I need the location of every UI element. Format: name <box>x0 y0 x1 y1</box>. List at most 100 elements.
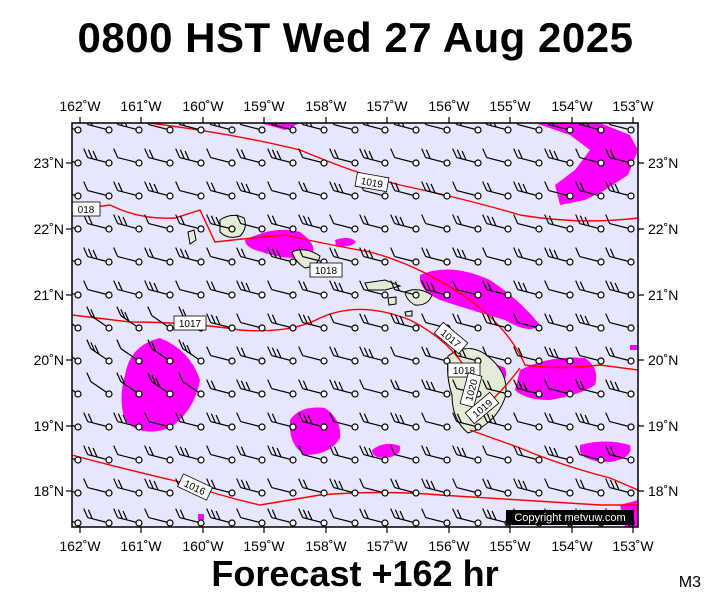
wind-barb-stroke <box>240 380 246 390</box>
wind-barb-stroke <box>421 247 427 257</box>
wind-station-marker <box>412 489 420 497</box>
wind-station-marker <box>351 423 359 431</box>
wind-station-marker <box>258 225 266 233</box>
wind-barb-stroke <box>609 354 632 362</box>
wind-barb-stroke <box>53 248 57 257</box>
wind-barb-stroke <box>329 412 335 422</box>
wind-barb-stroke <box>236 247 242 257</box>
wind-barb-stroke <box>605 247 611 257</box>
wind-station-marker <box>166 489 174 497</box>
wind-barb-stroke <box>151 381 171 395</box>
wind-barb-stroke <box>482 214 488 224</box>
wind-barb-stroke <box>609 123 632 131</box>
wind-station-marker <box>135 324 143 332</box>
wind-barb-stroke <box>579 486 602 494</box>
wind-barb-stroke <box>302 189 325 197</box>
wind-barb-stroke <box>240 479 246 489</box>
wind-station-marker <box>166 324 174 332</box>
wind-station-marker <box>504 423 512 431</box>
wind-barb-stroke <box>575 247 581 257</box>
isobar-label: 1017 <box>179 319 202 330</box>
wind-barb-stroke <box>575 313 581 323</box>
wind-barb-stroke <box>491 315 497 326</box>
wind-station-marker <box>597 291 605 299</box>
wind-station-marker <box>135 456 143 464</box>
wind-station-marker <box>289 324 297 332</box>
axis-ticks <box>66 117 644 533</box>
wind-barb-stroke <box>394 453 417 461</box>
wind-station-marker <box>535 192 543 200</box>
wind-barb-stroke <box>182 381 202 395</box>
wind-barb-stroke <box>513 313 519 323</box>
wind-station-marker <box>597 357 605 365</box>
wind-barb-stroke <box>363 321 386 329</box>
wind-barb-stroke <box>614 183 620 194</box>
wind-station-marker <box>166 192 174 200</box>
wind-barb-stroke <box>302 321 325 329</box>
wind-barb-stroke <box>486 509 492 519</box>
wind-station-marker <box>135 357 143 365</box>
wind-barb-stroke <box>215 216 221 227</box>
wind-barb-stroke <box>609 156 632 164</box>
wind-station-marker <box>258 291 266 299</box>
wind-barb-stroke <box>609 255 632 263</box>
wind-station-marker <box>320 324 328 332</box>
wind-barb-stroke <box>56 340 60 349</box>
wind-barb-stroke <box>72 389 79 395</box>
wind-station-marker <box>566 225 574 233</box>
wind-barb-stroke <box>151 348 171 362</box>
wind-barb-stroke <box>551 123 554 126</box>
wind-station-marker <box>474 192 482 200</box>
wind-barb-stroke <box>210 413 216 423</box>
wind-barb-stroke <box>302 288 325 296</box>
wind-barb-stroke <box>333 420 356 428</box>
wind-station-marker <box>74 357 82 365</box>
wind-barb-stroke <box>86 372 92 382</box>
wind-barb-stroke <box>548 446 554 456</box>
wind-barb-stroke <box>486 288 509 296</box>
wind-barb-stroke <box>92 249 98 260</box>
wind-barb-stroke <box>421 445 427 455</box>
wind-barb-stroke <box>517 149 523 159</box>
wind-station-marker <box>258 357 266 365</box>
island-lanai <box>387 296 397 306</box>
wind-station-marker <box>474 489 482 497</box>
wind-barb-stroke <box>206 214 212 224</box>
wind-barb-stroke <box>217 123 221 128</box>
wind-barb-stroke <box>83 478 89 488</box>
wind-barb-stroke <box>486 123 509 131</box>
wind-barb-stroke <box>394 156 417 164</box>
wind-barb-stroke <box>298 412 304 422</box>
wind-barb-stroke <box>53 446 57 455</box>
wind-barb-stroke <box>486 222 509 230</box>
wind-barb-stroke <box>456 248 462 258</box>
wind-barb-stroke <box>363 486 386 494</box>
wind-barb-stroke <box>124 311 130 322</box>
wind-station-marker <box>197 519 205 527</box>
lon-label: 161˚W <box>120 538 162 554</box>
wind-barb-stroke <box>394 516 417 524</box>
wind-barb-stroke <box>329 148 335 158</box>
wind-station-marker <box>105 225 113 233</box>
wind-barb-stroke <box>87 156 110 164</box>
wind-barb-stroke <box>421 346 427 356</box>
wind-barb-stroke <box>148 516 171 524</box>
wind-station-marker <box>597 126 605 134</box>
wind-barb-stroke <box>206 280 212 290</box>
wind-station-marker <box>566 159 574 167</box>
wind-barb-stroke <box>548 288 571 296</box>
wind-barb-stroke <box>57 183 61 192</box>
wind-barb-stroke <box>179 255 202 263</box>
wind-barb-stroke <box>117 281 123 291</box>
wind-barb-stroke <box>456 509 462 519</box>
wind-barb-stroke <box>117 479 123 489</box>
wind-barb-stroke <box>236 379 242 389</box>
wind-barb-stroke <box>206 181 212 191</box>
wind-barb-stroke <box>517 255 540 263</box>
wind-barb-stroke <box>359 412 365 422</box>
wind-barb-stroke <box>117 182 123 192</box>
wind-barb-stroke <box>120 348 140 362</box>
wind-barb-stroke <box>390 313 396 323</box>
wind-station-marker <box>597 324 605 332</box>
wind-barb-stroke <box>517 354 540 362</box>
